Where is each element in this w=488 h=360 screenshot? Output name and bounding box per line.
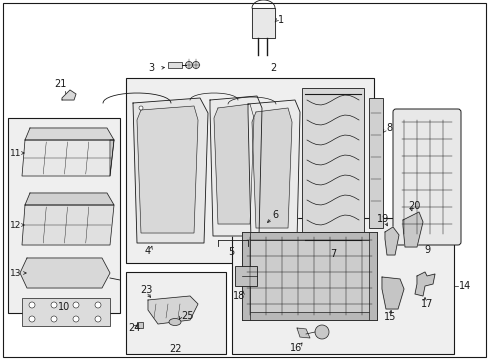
Text: 18: 18 (232, 291, 245, 301)
Circle shape (185, 62, 192, 68)
Polygon shape (148, 296, 198, 324)
Polygon shape (402, 212, 422, 247)
Polygon shape (209, 96, 262, 236)
Ellipse shape (169, 319, 181, 325)
Text: 8: 8 (385, 123, 391, 133)
Text: 23: 23 (140, 285, 152, 295)
Text: 15: 15 (383, 312, 396, 322)
Text: 22: 22 (169, 344, 182, 354)
Circle shape (29, 316, 35, 322)
Circle shape (51, 316, 57, 322)
Text: 5: 5 (227, 247, 234, 257)
Bar (235, 266, 257, 286)
Text: 19: 19 (376, 214, 388, 224)
Polygon shape (22, 205, 114, 245)
Circle shape (29, 302, 35, 308)
Text: 14: 14 (458, 281, 470, 291)
Polygon shape (22, 140, 114, 176)
Bar (242, 232, 376, 240)
Bar (126, 78, 373, 263)
Bar (126, 272, 225, 354)
Text: 17: 17 (420, 299, 432, 309)
Polygon shape (414, 272, 434, 296)
Text: 24: 24 (128, 323, 140, 333)
Text: 3: 3 (148, 63, 154, 73)
Text: 1: 1 (278, 15, 284, 25)
Circle shape (73, 316, 79, 322)
Bar (368, 232, 376, 320)
Text: 2: 2 (269, 63, 276, 73)
Polygon shape (62, 90, 76, 100)
Bar (242, 232, 249, 320)
Polygon shape (214, 104, 253, 224)
Circle shape (95, 302, 101, 308)
Polygon shape (25, 193, 114, 205)
Text: 21: 21 (54, 79, 66, 89)
Bar (168, 62, 182, 68)
Polygon shape (381, 277, 403, 309)
Circle shape (314, 325, 328, 339)
Polygon shape (133, 98, 207, 243)
Polygon shape (384, 227, 398, 255)
Text: 16: 16 (289, 343, 302, 353)
Text: 6: 6 (271, 210, 278, 220)
Circle shape (73, 302, 79, 308)
Text: 13: 13 (10, 269, 21, 278)
Circle shape (51, 302, 57, 308)
Polygon shape (247, 100, 299, 240)
Circle shape (192, 62, 199, 68)
Text: 9: 9 (423, 245, 429, 255)
Bar (368, 98, 382, 228)
Bar (242, 312, 376, 320)
Text: 11: 11 (10, 148, 21, 158)
Text: 20: 20 (407, 201, 420, 211)
FancyBboxPatch shape (392, 109, 460, 245)
Text: 10: 10 (58, 302, 70, 312)
Polygon shape (251, 8, 274, 38)
Bar (231, 218, 453, 354)
Polygon shape (296, 328, 309, 338)
Circle shape (139, 106, 142, 110)
Circle shape (95, 316, 101, 322)
Bar (302, 88, 363, 246)
Polygon shape (251, 108, 291, 228)
Polygon shape (137, 106, 198, 233)
Polygon shape (20, 258, 110, 288)
Polygon shape (25, 128, 114, 140)
Bar (8, 118, 120, 313)
Text: 25: 25 (181, 311, 193, 321)
Bar (22, 298, 110, 326)
Text: 4: 4 (145, 246, 151, 256)
Text: 7: 7 (329, 249, 335, 259)
Polygon shape (110, 140, 114, 176)
Bar (242, 232, 376, 320)
Text: 12: 12 (10, 220, 21, 230)
